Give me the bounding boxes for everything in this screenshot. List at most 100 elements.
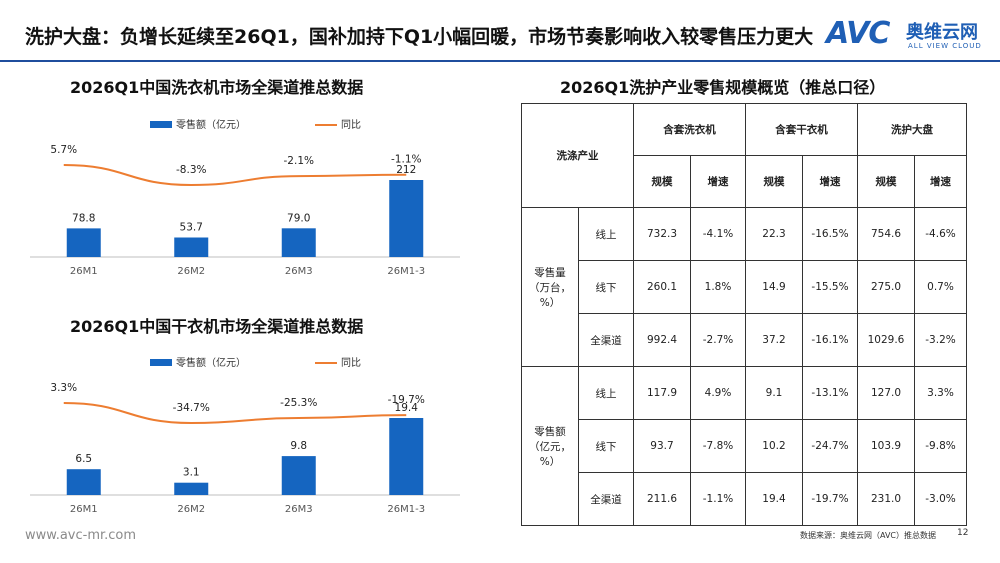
header-dryer: 含套干衣机 [745, 103, 858, 156]
section-label-volume: 零售量 （万台，%） [521, 207, 579, 367]
legend-bar-swatch [150, 359, 172, 366]
title-divider [0, 60, 1000, 62]
avc-logo: AVC 奥维云网 ALL VIEW CLOUD [826, 16, 986, 56]
value-cell: -16.5% [802, 207, 858, 261]
value-cell: 103.9 [857, 419, 915, 473]
bar [66, 228, 101, 257]
bar [281, 228, 316, 257]
value-cell: 37.2 [745, 313, 803, 367]
value-cell: 754.6 [857, 207, 915, 261]
value-cell: 260.1 [633, 260, 691, 314]
header-washer: 含套洗衣机 [633, 103, 746, 156]
value-cell: -4.1% [690, 207, 746, 261]
channel-cell: 全渠道 [578, 472, 634, 526]
value-cell: -3.2% [914, 313, 967, 367]
line-value-label: -2.1% [284, 155, 314, 167]
dryer-chart-title: 2026Q1中国干衣机市场全渠道推总数据 [70, 317, 364, 336]
table-corner-header: 洗涤产业 [521, 103, 634, 208]
section-label-line2: （亿元，%） [529, 440, 571, 468]
line-value-label: -1.1% [391, 154, 421, 166]
subheader-cell: 规模 [857, 155, 915, 208]
line-value-label: -8.3% [176, 164, 206, 176]
value-cell: -2.7% [690, 313, 746, 367]
legend-bar-label: 零售额（亿元） [176, 118, 246, 131]
retail-scale-table: 洗涤产业 含套洗衣机 含套干衣机 洗护大盘 规模 增速 规模 增速 规模 增速 … [521, 103, 967, 526]
value-cell: 1029.6 [857, 313, 915, 367]
value-cell: 732.3 [633, 207, 691, 261]
value-cell: 9.1 [745, 366, 803, 420]
line-value-label: -19.7% [388, 394, 425, 406]
value-cell: 93.7 [633, 419, 691, 473]
bar-value-label: 9.8 [290, 440, 307, 452]
channel-cell: 线下 [578, 419, 634, 473]
footer-url: www.avc-mr.com [25, 528, 137, 543]
table-row: 零售额 （亿元，%） 线上 117.9 4.9% 9.1 -13.1% 127.… [521, 366, 967, 526]
x-tick-label: 26M2 [177, 266, 205, 277]
bar [66, 469, 101, 495]
line-value-label: -34.7% [173, 402, 210, 414]
value-cell: -19.7% [802, 472, 858, 526]
page-number: 12 [957, 528, 969, 538]
value-cell: 275.0 [857, 260, 915, 314]
bar-value-label: 19.4 [395, 402, 419, 414]
value-cell: -9.8% [914, 419, 967, 473]
value-cell: -15.5% [802, 260, 858, 314]
x-tick-label: 26M3 [285, 504, 313, 515]
channel-cell: 线下 [578, 260, 634, 314]
value-cell: 117.9 [633, 366, 691, 420]
x-tick-label: 26M1-3 [387, 504, 425, 515]
channel-cell: 全渠道 [578, 313, 634, 367]
header-total: 洗护大盘 [857, 103, 967, 156]
line-value-label: 5.7% [50, 144, 77, 156]
legend-line-label: 同比 [341, 357, 361, 369]
bar [389, 418, 424, 495]
bar-value-label: 3.1 [183, 467, 200, 479]
x-tick-label: 26M1 [70, 504, 98, 515]
legend-bar-label: 零售额（亿元） [176, 356, 246, 369]
subheader-cell: 增速 [802, 155, 858, 208]
chart-legend: 零售额（亿元） 同比 [150, 118, 361, 131]
bar [174, 482, 209, 495]
value-cell: 127.0 [857, 366, 915, 420]
value-cell: -3.0% [914, 472, 967, 526]
value-cell: -13.1% [802, 366, 858, 420]
bar-value-label: 212 [396, 164, 416, 176]
subheader-cell: 增速 [914, 155, 967, 208]
x-tick-label: 26M2 [177, 504, 205, 515]
logo-cn-text: 奥维云网 [906, 22, 978, 43]
channel-cell: 线上 [578, 207, 634, 261]
logo-avc-text: AVC [826, 16, 890, 51]
yoy-line [63, 164, 407, 187]
bar-value-label: 79.0 [287, 212, 310, 224]
washer-chart-title: 2026Q1中国洗衣机市场全渠道推总数据 [70, 78, 364, 97]
value-cell: 211.6 [633, 472, 691, 526]
subheader-cell: 规模 [633, 155, 691, 208]
section-label-line1: 零售额 [534, 425, 566, 438]
bar-value-label: 53.7 [180, 221, 203, 233]
bar [389, 180, 424, 257]
section-label-revenue: 零售额 （亿元，%） [521, 366, 579, 526]
value-cell: -24.7% [802, 419, 858, 473]
legend-line-label: 同比 [341, 119, 361, 131]
value-cell: -4.6% [914, 207, 967, 261]
bar-value-label: 78.8 [72, 212, 95, 224]
x-tick-label: 26M3 [285, 266, 313, 277]
value-cell: 992.4 [633, 313, 691, 367]
yoy-line [63, 402, 407, 425]
value-cell: -7.8% [690, 419, 746, 473]
value-cell: 3.3% [914, 366, 967, 420]
bar-value-label: 6.5 [75, 453, 92, 465]
subheader-cell: 规模 [745, 155, 803, 208]
line-value-label: 3.3% [50, 382, 77, 394]
table-row: 线下 260.1 1.8% 14.9 -15.5% 275.0 0.7% [522, 260, 967, 314]
value-cell: 0.7% [914, 260, 967, 314]
logo-en-text: ALL VIEW CLOUD [908, 42, 982, 50]
legend-bar-swatch [150, 121, 172, 128]
table-title: 2026Q1洗护产业零售规模概览（推总口径） [560, 78, 886, 97]
subheader-cell: 增速 [690, 155, 746, 208]
value-cell: 231.0 [857, 472, 915, 526]
x-tick-label: 26M1-3 [387, 266, 425, 277]
table-row: 零售量 （万台，%） 线上 732.3 -4.1% 22.3 -16.5% 75… [521, 207, 967, 367]
table-row: 线下 93.7 -7.8% 10.2 -24.7% 103.9 -9.8% [522, 419, 967, 473]
section-label-line2: （万台，%） [529, 281, 571, 309]
